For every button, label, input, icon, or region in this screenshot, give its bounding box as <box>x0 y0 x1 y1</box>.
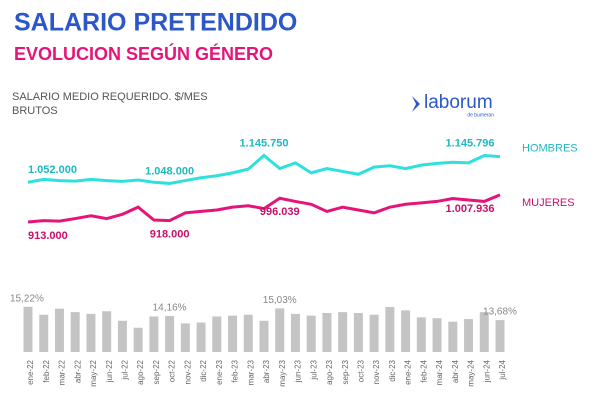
x-tick-label: jun-22 <box>105 359 114 383</box>
bar <box>259 320 269 352</box>
bar <box>385 306 395 352</box>
x-tick-label: ago-22 <box>136 359 145 384</box>
x-tick-label: may-22 <box>89 359 98 386</box>
bar <box>338 312 348 352</box>
bar <box>228 315 238 352</box>
x-tick-label: jun-24 <box>482 359 491 383</box>
bar <box>369 314 379 352</box>
x-tick-label: sep-23 <box>341 359 350 384</box>
x-tick-label: jul-24 <box>498 359 507 380</box>
bar <box>180 323 190 352</box>
data-label: 1.007.936 <box>446 203 495 215</box>
x-tick-label: jul-23 <box>309 359 318 380</box>
line <box>27 153 501 185</box>
x-tick-label: mar-22 <box>58 359 67 385</box>
data-label: 13,68% <box>483 307 517 318</box>
title: SALARIO PRETENDIDO <box>14 9 297 37</box>
bar <box>149 316 159 352</box>
bar <box>39 314 49 352</box>
bar <box>117 320 127 352</box>
bar <box>290 313 300 352</box>
x-tick-label: ene-23 <box>215 359 224 384</box>
data-label: 1.052.000 <box>28 164 77 176</box>
x-tick-label: nov-22 <box>183 359 192 384</box>
legend-label: MUJERES <box>522 197 575 209</box>
data-label: 15,03% <box>263 295 297 306</box>
bar <box>306 315 316 352</box>
bar <box>275 308 285 352</box>
x-tick-label: ago-23 <box>325 359 334 384</box>
data-label: 15,22% <box>10 293 44 304</box>
logo: laborum <box>424 92 493 113</box>
axis-label-box: SALARIO MEDIO REQUERIDO. $/MES BRUTOS <box>12 91 208 117</box>
x-tick-label: oct-23 <box>357 359 366 382</box>
bar <box>495 320 505 352</box>
legend-label: HOMBRES <box>522 142 578 154</box>
x-tick-label: jun-23 <box>294 359 303 383</box>
bar <box>448 321 458 352</box>
x-tick-label: mar-24 <box>435 359 444 385</box>
bar <box>322 313 332 352</box>
bar <box>353 313 363 352</box>
bar <box>401 310 411 352</box>
x-tick-label: feb-22 <box>42 359 51 382</box>
x-tick-label: jul-22 <box>121 359 130 380</box>
bar <box>23 306 33 352</box>
x-tick-label: nov-23 <box>372 359 381 384</box>
x-tick-label: dic-22 <box>199 359 208 381</box>
bar <box>212 316 222 352</box>
bar <box>165 315 175 352</box>
data-label: 1.145.796 <box>446 137 495 149</box>
x-tick-label: feb-24 <box>419 359 428 382</box>
x-tick-label: sep-22 <box>152 359 161 384</box>
axis-label: SALARIO MEDIO REQUERIDO. $/MES BRUTOS <box>12 91 208 117</box>
bar <box>243 314 253 352</box>
data-label: 14,16% <box>153 303 187 314</box>
bar <box>416 317 426 352</box>
x-tick-label: may-24 <box>467 359 476 386</box>
x-tick-label: ene-22 <box>26 359 35 384</box>
x-tick-label: may-23 <box>278 359 287 386</box>
bar <box>432 318 442 352</box>
logo-icon <box>412 96 420 112</box>
bar <box>464 319 474 352</box>
bar <box>70 312 80 352</box>
bar <box>86 313 96 352</box>
x-tick-label: mar-23 <box>246 359 255 385</box>
x-tick-label: dic-23 <box>388 359 397 381</box>
bar <box>196 322 206 352</box>
bar <box>133 327 143 352</box>
data-label: 913.000 <box>28 230 68 242</box>
logo-tagline: de bumeran <box>467 112 494 118</box>
bar <box>54 308 64 352</box>
data-label: 996.039 <box>260 206 300 218</box>
x-tick-label: feb-23 <box>231 359 240 382</box>
x-tick-label: oct-22 <box>168 359 177 382</box>
x-tick-label: ene-24 <box>404 359 413 384</box>
bar <box>479 312 489 352</box>
data-label: 918.000 <box>150 228 190 240</box>
line <box>27 193 501 224</box>
x-tick-label: abr-23 <box>262 359 271 383</box>
data-label: 1.048.000 <box>145 165 194 177</box>
subtitle: EVOLUCION SEGÚN GÉNERO <box>14 43 273 64</box>
x-tick-label: abr-22 <box>73 359 82 383</box>
x-tick-label: abr-24 <box>451 359 460 383</box>
data-label: 1.145.750 <box>240 137 289 149</box>
bar <box>102 311 112 352</box>
